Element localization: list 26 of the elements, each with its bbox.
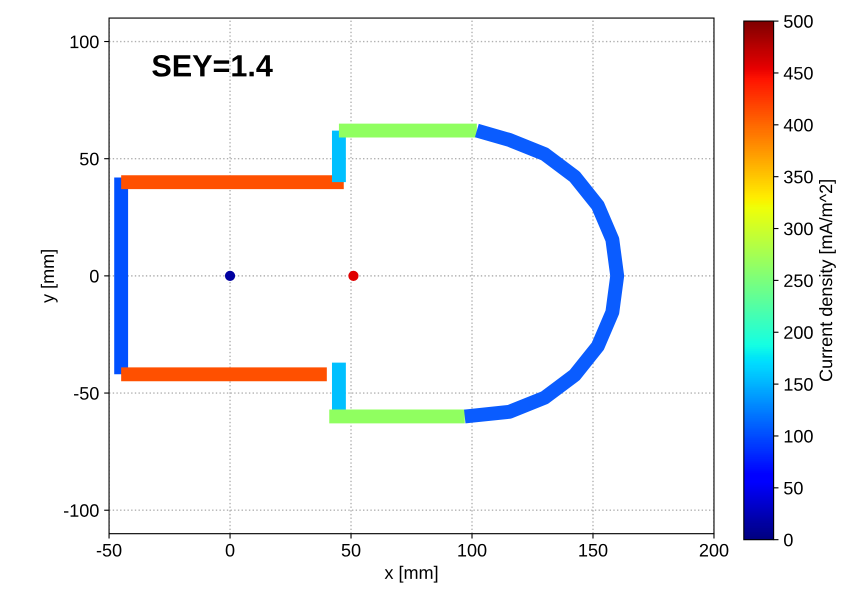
annotation: SEY=1.4 xyxy=(152,54,273,77)
color-bar-label: 50 xyxy=(784,482,803,495)
y-axis-title: y [mm] xyxy=(40,250,58,303)
color-bar-label: 150 xyxy=(784,378,813,391)
color-bar-label: 400 xyxy=(784,118,813,132)
x-axis-title: x [mm] xyxy=(384,566,438,583)
x-tick-label: -50 xyxy=(96,544,122,557)
y-tick-label: -50 xyxy=(74,386,99,400)
color-bar-label: 100 xyxy=(784,430,813,443)
y-tick-label: -100 xyxy=(64,504,99,517)
color-bar-label: 450 xyxy=(784,66,813,80)
color-bar-label: 0 xyxy=(784,534,793,546)
y-tick-label: 0 xyxy=(90,270,99,283)
x-tick-label: 50 xyxy=(342,544,360,557)
y-tick-label: 50 xyxy=(80,152,99,166)
x-tick-label: 150 xyxy=(579,544,608,557)
color-bar-label: 250 xyxy=(784,274,813,288)
color-bar-label: 300 xyxy=(784,222,813,236)
x-tick-label: 0 xyxy=(226,544,234,557)
color-bar-label: 200 xyxy=(784,326,813,339)
x-tick-label: 200 xyxy=(700,544,728,557)
x-tick-label: 100 xyxy=(458,544,486,557)
color-bar-label: 350 xyxy=(784,170,813,184)
color-bar-title: Current density [mA/m^2] xyxy=(819,180,836,382)
color-bar-label: 500 xyxy=(784,15,813,28)
y-tick-label: 100 xyxy=(70,35,99,48)
